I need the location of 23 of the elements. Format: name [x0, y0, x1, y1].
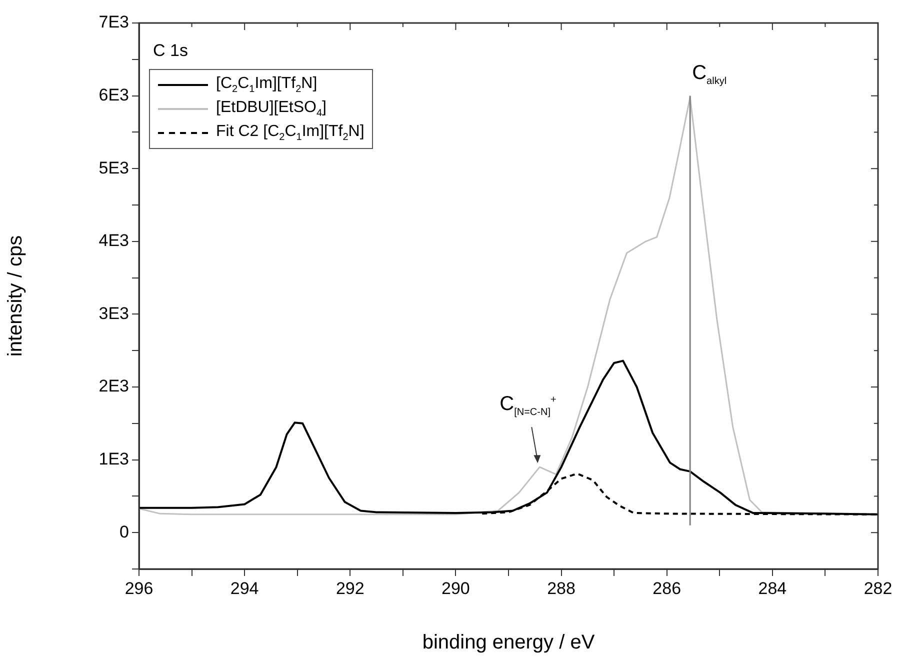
- legend-label: [C$_{2}$C$_{1}$Im][Tf$_{2}$N]: [216, 74, 318, 96]
- legend-label: [EtDBU][EtSO$_{4}$]: [216, 98, 326, 120]
- x-tick-label: 286: [652, 578, 682, 598]
- y-axis-title: intensity / cps: [4, 235, 27, 357]
- x-tick-label: 284: [758, 578, 787, 598]
- y-tick-label: 0: [120, 522, 129, 542]
- y-tick-label: 4E3: [98, 231, 129, 250]
- y-tick-label: 1E3: [98, 449, 129, 468]
- x-tick-label: 296: [124, 578, 154, 598]
- x-tick-label: 290: [442, 578, 470, 598]
- y-tick-label: 3E3: [98, 304, 129, 323]
- x-tick-label: 294: [230, 578, 259, 598]
- text: C 1s: [153, 41, 188, 61]
- y-tick-label: 5E3: [98, 158, 129, 178]
- y-tick-label: 6E3: [98, 85, 129, 104]
- ref-line-label: C$_{alkyl}$: [692, 62, 727, 87]
- x-tick-label: 282: [864, 578, 892, 598]
- legend-label: Fit C2 [C$_{2}$C$_{1}$Im][Tf$_{2}$N]: [216, 122, 364, 144]
- y-tick-label: 2E3: [98, 376, 129, 396]
- x-axis-title: binding energy / eV: [422, 632, 596, 654]
- y-tick-label: 7E3: [98, 12, 129, 32]
- x-tick-label: 292: [336, 578, 364, 598]
- x-tick-label: 288: [547, 578, 576, 598]
